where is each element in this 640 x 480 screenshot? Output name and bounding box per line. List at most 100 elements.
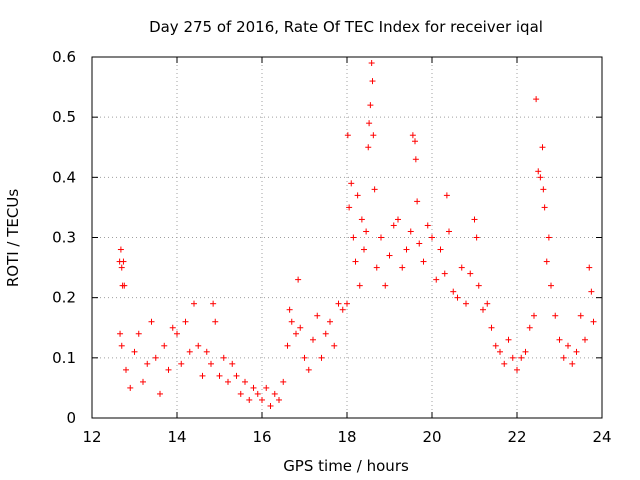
data-point [131, 348, 138, 355]
data-point [348, 180, 355, 187]
data-point [127, 384, 134, 391]
data-point [208, 360, 214, 367]
data-point [484, 300, 491, 307]
axis-ticks [91, 56, 603, 419]
tick-labels: 12 14 16 18 20 22 24 0 0.1 0.2 0.3 0.4 0.5 0.6 [52, 48, 611, 446]
data-point [586, 264, 593, 271]
data-point [543, 258, 550, 265]
data-point [573, 348, 580, 355]
data-point [267, 402, 274, 409]
y-tick-label: 0.6 [52, 48, 76, 66]
x-tick-label: 18 [337, 428, 356, 446]
data-point [301, 354, 308, 361]
data-point [560, 354, 567, 361]
data-point [420, 258, 427, 265]
data-point [216, 372, 223, 379]
y-tick-label: 0.2 [52, 289, 76, 307]
data-point [386, 252, 393, 259]
data-point [371, 186, 378, 193]
data-point [327, 318, 333, 325]
data-point [441, 270, 448, 277]
data-point [293, 330, 299, 337]
data-point [346, 204, 353, 211]
data-point [545, 234, 552, 241]
data-points [116, 60, 597, 409]
data-point [263, 384, 270, 391]
data-point [148, 318, 155, 325]
data-point [295, 276, 302, 283]
data-point [373, 264, 380, 271]
data-point [588, 288, 595, 295]
data-point [471, 216, 478, 223]
data-point [210, 300, 217, 307]
data-point [344, 132, 351, 139]
x-tick-label: 12 [82, 428, 101, 446]
data-point [135, 330, 142, 337]
data-point [118, 264, 125, 271]
data-point [152, 354, 159, 361]
data-point [178, 360, 185, 367]
x-tick-label: 14 [167, 428, 186, 446]
data-point [526, 324, 533, 331]
data-point [446, 228, 452, 235]
data-point [259, 396, 265, 403]
data-point [569, 360, 576, 367]
data-point [552, 312, 559, 319]
data-point [280, 378, 287, 385]
data-point [182, 318, 189, 325]
data-point [531, 312, 537, 319]
data-point [454, 294, 461, 301]
data-point [310, 336, 316, 343]
data-point [548, 282, 554, 289]
data-point [488, 324, 495, 331]
y-tick-label: 0.5 [52, 108, 76, 126]
data-point [169, 324, 176, 331]
data-point [186, 348, 193, 355]
data-point [473, 234, 480, 241]
data-point [276, 396, 282, 403]
data-point [284, 342, 291, 349]
data-point [522, 348, 529, 355]
data-point [191, 300, 197, 307]
data-point [366, 120, 373, 127]
data-point [123, 366, 129, 373]
data-point [370, 132, 377, 139]
data-point [378, 234, 384, 241]
data-point [582, 336, 588, 343]
data-point [590, 318, 597, 325]
data-point [118, 342, 125, 349]
data-point [318, 354, 325, 361]
data-point [541, 204, 548, 211]
data-point [382, 282, 389, 289]
y-tick-label: 0.4 [52, 168, 76, 186]
data-point [242, 378, 248, 385]
data-point [412, 156, 419, 163]
data-point [288, 318, 295, 325]
data-point [246, 396, 253, 403]
y-axis-label: ROTI / TECUs [4, 189, 22, 287]
data-point [121, 282, 128, 289]
data-point [229, 360, 236, 367]
data-point [537, 174, 544, 181]
y-tick-label: 0.1 [52, 349, 76, 367]
data-point [412, 138, 418, 145]
data-point [540, 186, 547, 193]
data-point [140, 378, 146, 385]
data-point [286, 306, 293, 313]
data-point [565, 342, 571, 349]
y-tick-label: 0.3 [52, 229, 76, 247]
grid-lines [92, 57, 602, 418]
data-point [414, 198, 421, 205]
data-point [225, 378, 231, 385]
data-point [144, 360, 151, 367]
data-point [339, 306, 346, 313]
data-point [297, 324, 304, 331]
data-point [390, 222, 397, 229]
data-point [501, 360, 508, 367]
x-tick-label: 20 [422, 428, 441, 446]
data-point [203, 348, 210, 355]
data-point [305, 366, 312, 373]
data-point [480, 306, 486, 313]
data-point [437, 246, 444, 253]
